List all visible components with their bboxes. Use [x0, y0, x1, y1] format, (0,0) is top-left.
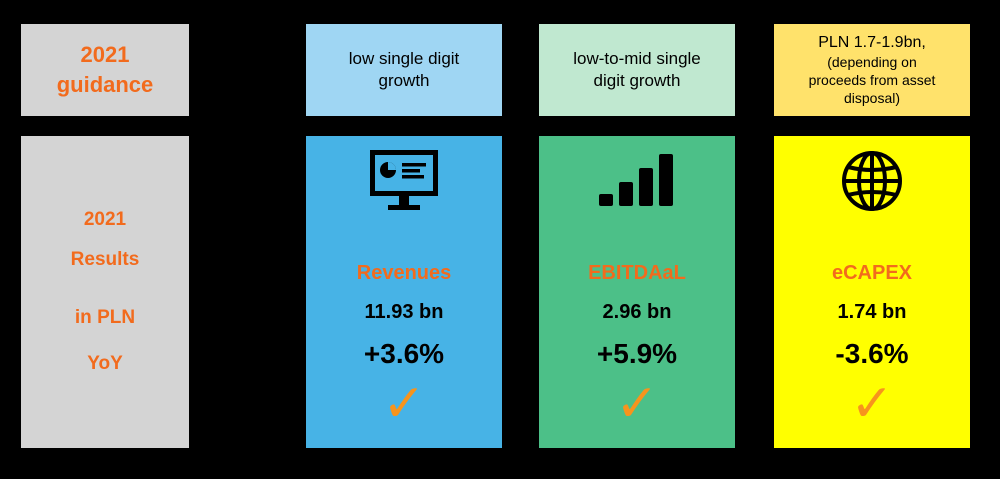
ebitdaal-guidance-line1: low-to-mid single	[573, 49, 701, 68]
guidance-word: guidance	[56, 72, 154, 97]
ecapex-guidance-line2: (depending on	[827, 54, 917, 70]
ecapex-result-box: eCAPEX 1.74 bn -3.6% ✓	[772, 134, 972, 450]
ecapex-guidance-line4: disposal)	[843, 90, 901, 106]
ecapex-guidance-box: PLN 1.7-1.9bn, (depending on proceeds fr…	[772, 22, 972, 118]
results-currency: in PLN	[74, 307, 136, 328]
ecapex-value: 1.74 bn	[837, 301, 907, 323]
revenues-guidance-line1: low single digit	[348, 49, 460, 68]
bar-chart-icon	[597, 146, 677, 218]
ecapex-yoy: -3.6%	[835, 338, 909, 369]
guidance-year: 2021	[80, 42, 130, 67]
ebitdaal-guidance-line2: digit growth	[593, 71, 681, 90]
ebitdaal-check-icon: ✓	[615, 375, 659, 433]
revenues-result-box: Revenues 11.93 bn +3.6% ✓	[304, 134, 504, 450]
results-label-box: 2021 Results in PLN YoY	[19, 134, 191, 450]
ebitdaal-name: EBITDAaL	[588, 262, 686, 284]
results-yoy: YoY	[87, 353, 123, 374]
ebitdaal-guidance-box: low-to-mid single digit growth	[537, 22, 737, 118]
revenues-guidance-box: low single digit growth	[304, 22, 504, 118]
revenues-name: Revenues	[356, 262, 452, 284]
revenues-guidance-line2: growth	[378, 71, 430, 90]
revenues-check-icon: ✓	[382, 375, 426, 433]
ecapex-name: eCAPEX	[831, 262, 913, 284]
ebitdaal-value: 2.96 bn	[602, 301, 672, 323]
revenues-value: 11.93 bn	[364, 301, 444, 323]
results-year: 2021	[83, 209, 127, 230]
guidance-label-box: 2021 guidance	[19, 22, 191, 118]
ecapex-guidance-line1: PLN 1.7-1.9bn,	[818, 34, 926, 51]
results-word: Results	[70, 249, 140, 270]
ebitdaal-yoy: +5.9%	[596, 338, 678, 369]
ecapex-check-icon: ✓	[850, 375, 894, 433]
globe-icon	[837, 146, 907, 218]
monitor-chart-icon	[366, 146, 442, 218]
ebitdaal-result-box: EBITDAaL 2.96 bn +5.9% ✓	[537, 134, 737, 450]
ecapex-guidance-line3: proceeds from asset	[808, 72, 936, 88]
revenues-yoy: +3.6%	[363, 338, 445, 369]
